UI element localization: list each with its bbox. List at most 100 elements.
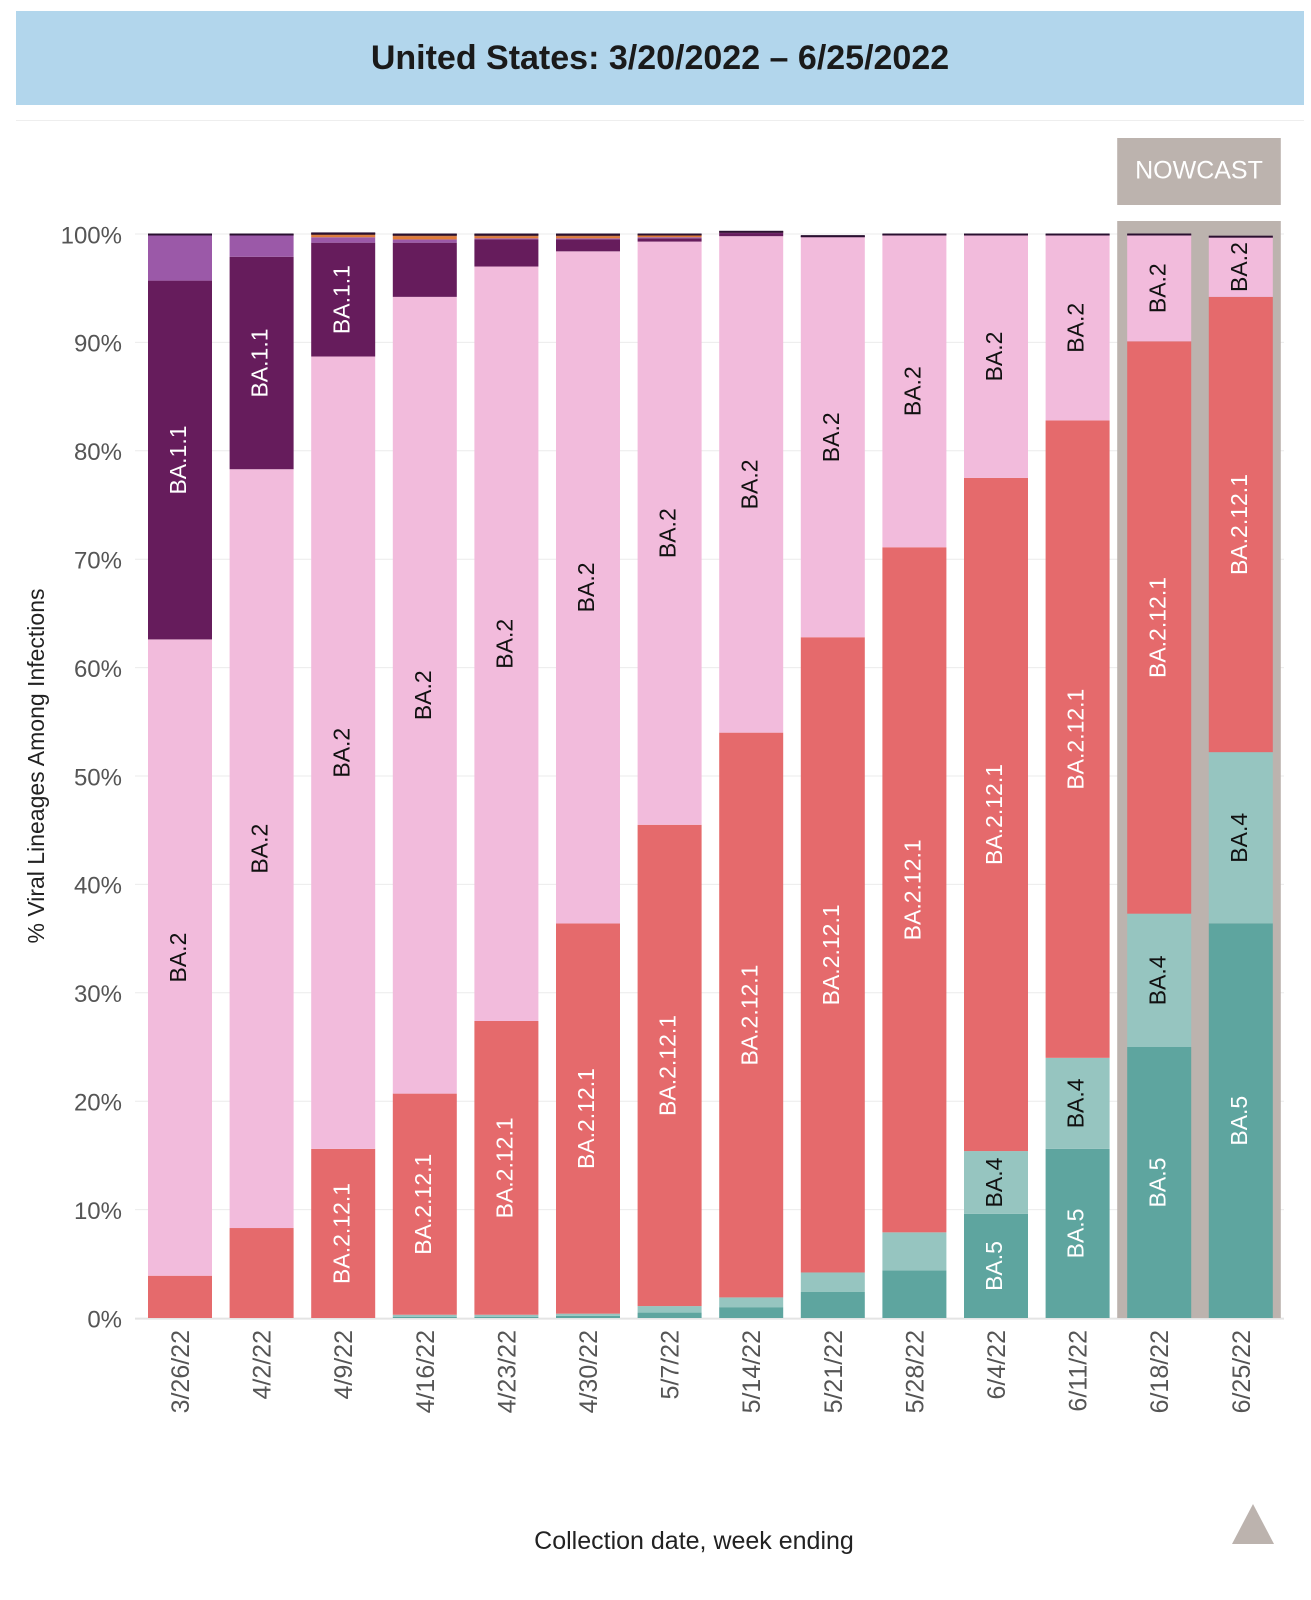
header-banner: United States: 3/20/2022 – 6/25/2022 [16,11,1304,105]
bar-top-edge [229,233,294,236]
bar-segment [637,238,702,242]
bar-segment [392,1093,457,1315]
bar-label: BA.2.12.1 [818,904,844,1005]
bar-label: BA.2.12.1 [328,1183,354,1284]
bar-segment [148,235,212,281]
y-tick-label: 100% [61,222,122,249]
bar-segment [882,235,947,548]
gridlines [135,233,1284,1319]
bar-segment [1127,913,1192,1047]
y-tick-label: 60% [74,656,122,683]
bar-segment [311,235,376,238]
x-tick-label: 3/26/22 [167,1330,195,1413]
bar-segment [148,1275,212,1318]
bar-top-edge [637,233,702,236]
bar-label: BA.2.12.1 [736,965,762,1066]
bar-segment [882,1270,947,1318]
bar-segment [311,356,376,1149]
bar-label: BA.2 [410,670,436,720]
bar-label: BA.2 [981,332,1007,382]
x-tick-label: 5/14/22 [738,1330,766,1413]
bar-segment [474,236,539,239]
bar-label: BA.2.12.1 [1226,474,1252,575]
y-tick-label: 40% [74,873,122,900]
bar-label: BA.2.12.1 [981,764,1007,865]
y-tick-label: 50% [74,764,122,791]
bar-segment [556,251,620,924]
bar-segment [1208,296,1273,753]
bar-label: BA.2 [736,459,762,509]
bar-label: BA.4 [1226,813,1252,863]
bar-label: BA.2 [165,933,191,983]
y-tick-label: 80% [74,439,122,466]
bar-segment [637,824,702,1307]
y-tick-label: 0% [87,1306,122,1333]
bar-label: BA.2.12.1 [1144,577,1170,678]
bar-segment [1127,1047,1192,1318]
bar-segment [719,232,784,237]
bar-segment [800,237,865,638]
bar-segment [474,1316,539,1318]
bar-labels: BA.5 BA.5 BA.5 BA.5 BA.4 BA.4 BA.4 BA.4 BA.2.12.… [165,242,1252,1291]
bar-segment [474,266,539,1021]
bar-segment [964,477,1028,1152]
bar-label: BA.5 [1063,1209,1089,1259]
y-tick-label: 20% [74,1090,122,1117]
bar-label: BA.2.12.1 [491,1117,517,1218]
bar-top-edge [311,232,376,235]
nowcast-badge [1117,138,1281,205]
x-tick-label: 6/4/22 [983,1330,1011,1400]
bar-label: BA.2.12.1 [573,1068,599,1169]
x-tick-label: 4/30/22 [575,1330,603,1413]
bar-segment [1208,237,1273,297]
bar-top-edge [148,233,212,236]
bar-label: BA.1.1 [165,425,191,494]
bar-segment [556,239,620,252]
bar-segment [637,235,702,238]
nowcast-label: NOWCAST [1135,157,1263,185]
bar-top-edge [1127,233,1192,236]
bar-top-edge [719,230,784,233]
bar-segment [229,235,294,257]
bar-segment [882,547,947,1233]
bar-label: BA.4 [981,1157,1007,1207]
bar-label: BA.1.1 [247,328,273,397]
bar-segment [719,1307,784,1318]
bar-segment [1045,235,1110,421]
bar-segment [637,237,702,239]
scroll-up-button[interactable] [1230,1502,1276,1546]
bar-top-edge [556,233,620,236]
bar-segment [392,1314,457,1317]
bar-segment [311,237,376,243]
bar-segment [637,1306,702,1313]
y-tick-label: 70% [74,548,122,575]
bar-segment [392,296,457,1094]
bar-segment [556,238,620,240]
bar-label: BA.2.12.1 [899,839,925,940]
bar-top-edge [1208,235,1273,238]
bar-label: BA.2 [328,728,354,778]
bar-segment [1208,923,1273,1318]
bar-segment [556,1315,620,1318]
bar-segment [637,241,702,825]
bar-segment [1045,1057,1110,1149]
x-tick-label: 5/7/22 [657,1330,685,1400]
triangle-up-icon [1232,1504,1274,1544]
bar-segment [1045,420,1110,1058]
bar-segment [229,256,294,470]
x-tick-label: 6/11/22 [1065,1330,1093,1412]
bar-label: BA.2 [655,508,681,558]
bar-label: BA.4 [1144,955,1170,1005]
x-tick-label: 6/25/22 [1228,1330,1256,1413]
bar-segment [392,239,457,243]
bar-segment [474,238,539,240]
bar-segment [311,1148,376,1318]
x-tick-label: 4/9/22 [330,1330,358,1400]
bar-label: BA.2 [573,562,599,612]
bar-label: BA.2 [491,619,517,669]
bar-label: BA.5 [1144,1158,1170,1208]
bar-segment [1208,752,1273,924]
x-tick-label: 6/18/22 [1146,1330,1174,1413]
bar-label: BA.2 [1063,303,1089,353]
